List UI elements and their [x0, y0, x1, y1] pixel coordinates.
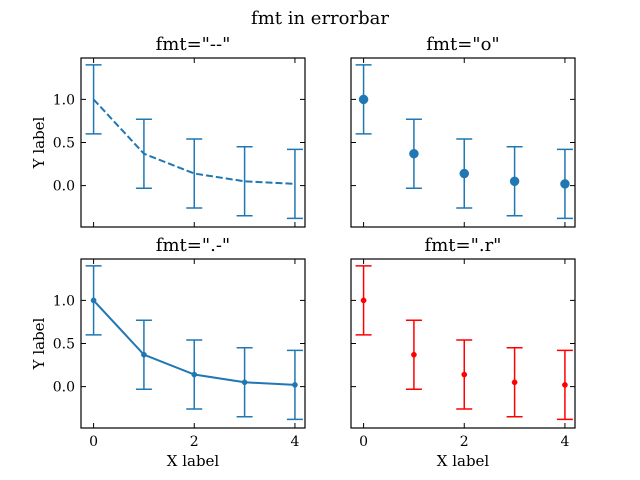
data-point: [90, 297, 97, 304]
data-point: [191, 371, 198, 378]
x-tick-label: 2: [460, 434, 469, 450]
axes-frame: [350, 57, 576, 228]
data-point: [560, 179, 570, 189]
figure-suptitle: fmt in errorbar: [251, 8, 389, 29]
data-point: [358, 94, 369, 105]
data-point: [562, 382, 568, 388]
x-tick-label: 4: [560, 434, 569, 450]
x-tick-label: 0: [359, 434, 368, 450]
y-tick-label: 0.0: [53, 380, 75, 396]
subplot-2: fmt="o": [350, 34, 576, 228]
subplot-grid: fmt="--" 0.0 0.5 1.0 Y label fmt="o" fmt=".-" 0…: [30, 34, 576, 470]
axes-frame: [80, 258, 306, 429]
data-point: [459, 168, 470, 179]
data-point: [511, 379, 518, 386]
data-point: [509, 176, 520, 187]
x-tick-label: 4: [290, 434, 299, 450]
data-point: [292, 382, 298, 388]
error-bar: [85, 64, 102, 135]
axes-frame: [350, 258, 576, 429]
y-tick-label: 0.0: [53, 179, 75, 195]
x-tick-label: 0: [89, 434, 98, 450]
data-point: [360, 297, 367, 304]
y-tick-label: 0.5: [53, 337, 75, 353]
axes-frame: [80, 57, 306, 228]
y-axis-label: Y label: [30, 317, 48, 370]
y-tick-label: 0.5: [53, 136, 75, 152]
data-point: [141, 351, 147, 358]
subplot-1: fmt="--" 0.0 0.5 1.0 Y label: [30, 34, 306, 228]
subplot-4: fmt=".r" 0 2 4 X label: [350, 235, 576, 470]
series-line: [92, 98, 295, 185]
y-axis-label: Y label: [30, 116, 48, 169]
error-bar: [186, 138, 203, 209]
subplot-title: fmt=".r": [425, 235, 502, 256]
y-tick-label: 1.0: [53, 92, 75, 108]
subplot-title: fmt="o": [426, 34, 499, 55]
data-point: [411, 351, 417, 358]
error-bar: [135, 118, 152, 189]
x-tick-label: 2: [190, 434, 199, 450]
y-tick-label: 1.0: [53, 293, 75, 309]
error-bar: [236, 146, 253, 217]
subplot-title: fmt=".-": [156, 235, 230, 256]
x-axis-label: X label: [167, 452, 220, 470]
data-point: [409, 148, 419, 159]
error-bar: [286, 148, 303, 220]
subplot-3: fmt=".-" 0 2 4 0.0 0.5 1.0 X label Y label: [30, 235, 306, 470]
data-point: [241, 379, 248, 386]
x-axis-label: X label: [437, 452, 490, 470]
subplot-title: fmt="--": [156, 34, 231, 55]
data-point: [461, 371, 468, 378]
